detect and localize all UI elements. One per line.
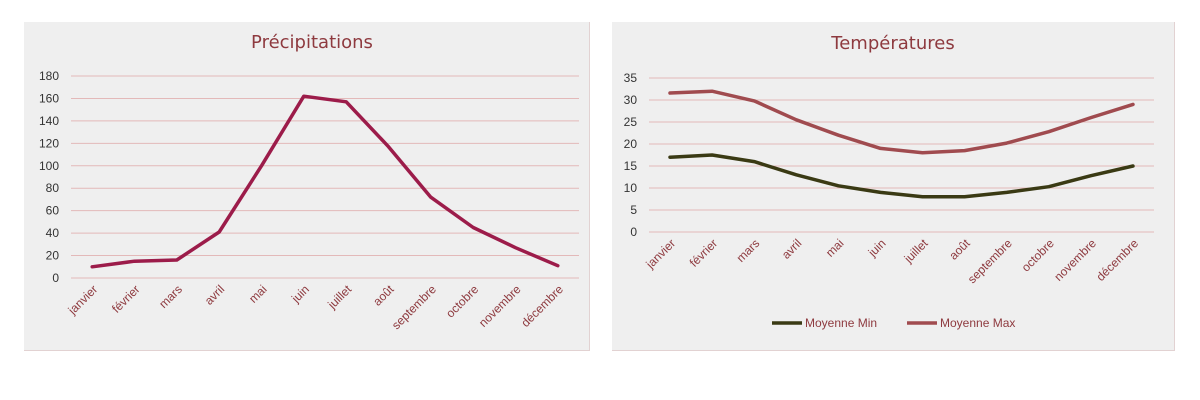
precipitation-x-tick-label: février xyxy=(109,282,142,315)
temperature-x-tick-label: avril xyxy=(779,236,804,261)
temperature-data-point xyxy=(668,91,672,95)
temperature-x-tick-label: mars xyxy=(734,236,763,265)
temperature-data-point xyxy=(1005,141,1009,145)
temperature-chart-svg: Températures 0 5 10 15 20 25 30 35 janvier févrie… xyxy=(624,33,1154,330)
temperature-data-point xyxy=(963,195,967,199)
precipitation-data-point xyxy=(387,145,391,149)
precipitation-x-tick-label: mai xyxy=(246,282,270,306)
precipitation-chart-svg: Précipitations 0 20 40 60 80 100 120 140 160 180 j… xyxy=(39,32,579,332)
temperature-chart-title: Températures xyxy=(830,33,954,54)
temperature-y-tick-label: 35 xyxy=(624,71,638,85)
temperature-data-point xyxy=(794,118,798,122)
temperature-data-point xyxy=(878,190,882,194)
temperature-x-tick-label: mai xyxy=(823,236,847,260)
precipitation-data-point xyxy=(429,195,433,199)
temperature-x-tick-label: février xyxy=(687,236,720,269)
precipitation-data-point xyxy=(302,94,306,98)
temperature-data-point xyxy=(710,89,714,93)
precipitation-x-tick-label: octobre xyxy=(443,282,481,320)
temperature-data-point xyxy=(794,173,798,177)
precipitation-y-tick-label: 100 xyxy=(39,159,59,173)
temperature-y-tick-label: 15 xyxy=(624,159,638,173)
temperature-legend-label: Moyenne Max xyxy=(940,316,1015,330)
precipitation-x-tick-label: septembre xyxy=(389,282,439,332)
temperature-x-tick-label: octobre xyxy=(1019,236,1057,274)
temperature-data-point xyxy=(752,160,756,164)
temperature-data-point xyxy=(1047,185,1051,189)
precipitation-data-point xyxy=(556,264,560,268)
temperature-y-tick-label: 5 xyxy=(630,203,637,217)
temperature-data-point xyxy=(836,133,840,137)
temperature-data-point xyxy=(1047,130,1051,134)
temperature-data-point xyxy=(1089,116,1093,120)
temperature-series-line-1 xyxy=(668,89,1135,155)
precipitation-chart: Précipitations 0 20 40 60 80 100 120 140 160 180 j… xyxy=(24,22,590,351)
temperature-data-point xyxy=(1131,102,1135,106)
temperature-y-tick-label: 0 xyxy=(630,225,637,239)
temperature-x-tick-label: janvier xyxy=(643,236,679,272)
temperature-chart: Températures 0 5 10 15 20 25 30 35 janvier févrie… xyxy=(612,22,1175,351)
precipitation-data-point xyxy=(514,246,518,250)
precipitation-y-tick-label: 40 xyxy=(46,226,60,240)
temperature-data-point xyxy=(1089,174,1093,178)
precipitation-x-tick-label: juin xyxy=(288,282,312,306)
temperature-y-tick-label: 25 xyxy=(624,115,638,129)
temperature-y-tick-label: 10 xyxy=(624,181,638,195)
precipitation-y-tick-label: 120 xyxy=(39,136,59,150)
temperature-series-line-0 xyxy=(668,153,1135,199)
temperature-y-tick-label: 20 xyxy=(624,137,638,151)
temperature-data-point xyxy=(1131,164,1135,168)
temperature-y-tick-label: 30 xyxy=(624,93,638,107)
temperature-data-point xyxy=(963,149,967,153)
precipitation-x-tick-label: juillet xyxy=(324,282,354,312)
temperature-x-tick-label: août xyxy=(946,236,973,263)
precipitation-y-tick-label: 60 xyxy=(46,204,60,218)
temperature-x-tick-label: novembre xyxy=(1051,236,1099,284)
temperature-x-tick-label: juin xyxy=(865,236,889,260)
precipitation-x-tick-label: août xyxy=(370,282,397,309)
precipitation-x-tick-label: novembre xyxy=(476,282,524,330)
temperature-legend-label: Moyenne Min xyxy=(805,316,877,330)
temperature-data-point xyxy=(836,184,840,188)
precipitation-series-line-0 xyxy=(90,94,560,269)
precipitation-x-tick-label: mars xyxy=(156,282,185,311)
precipitation-y-tick-label: 80 xyxy=(46,181,60,195)
precipitation-y-tick-label: 140 xyxy=(39,114,59,128)
temperature-data-point xyxy=(921,195,925,199)
precipitation-y-tick-label: 180 xyxy=(39,69,59,83)
precipitation-data-point xyxy=(260,164,264,168)
temperature-data-point xyxy=(752,99,756,103)
temperature-x-tick-label: juillet xyxy=(901,236,931,266)
precipitation-x-tick-label: décembre xyxy=(518,282,566,330)
precipitation-chart-title: Précipitations xyxy=(251,32,373,53)
precipitation-y-tick-label: 160 xyxy=(39,91,59,105)
temperature-x-tick-label: septembre xyxy=(965,236,1015,286)
precipitation-y-tick-label: 0 xyxy=(52,271,59,285)
temperature-x-tick-label: décembre xyxy=(1093,236,1141,284)
precipitation-y-tick-label: 20 xyxy=(46,249,60,263)
precipitation-data-point xyxy=(133,259,137,263)
precipitation-data-point xyxy=(471,226,475,230)
precipitation-data-point xyxy=(175,258,179,262)
precipitation-data-point xyxy=(90,265,94,269)
temperature-data-point xyxy=(878,146,882,150)
temperature-data-point xyxy=(921,151,925,155)
temperature-data-point xyxy=(668,155,672,159)
precipitation-x-tick-label: avril xyxy=(202,282,227,307)
precipitation-data-point xyxy=(344,100,348,104)
precipitation-x-tick-label: janvier xyxy=(65,282,101,318)
temperature-data-point xyxy=(710,153,714,157)
temperature-data-point xyxy=(1005,190,1009,194)
precipitation-data-point xyxy=(217,230,221,234)
